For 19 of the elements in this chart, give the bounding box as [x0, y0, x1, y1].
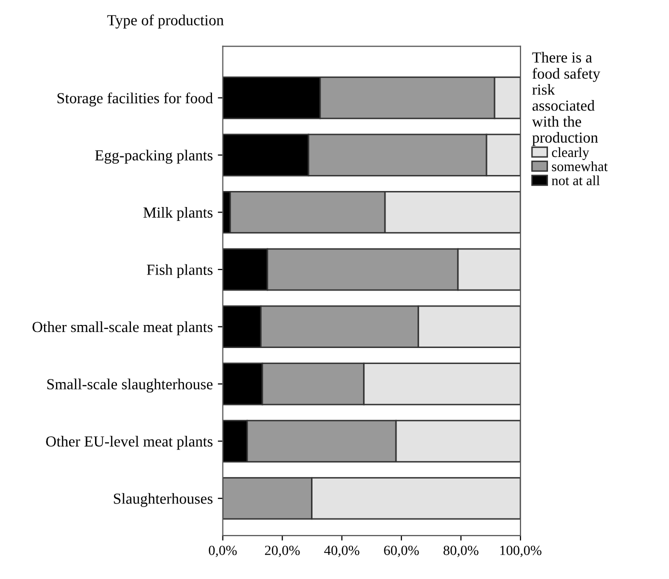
legend-label: somewhat — [552, 161, 608, 172]
x-tick-label: 40,0% — [324, 546, 360, 558]
legend-title: There is a food safety risk associated with the production — [532, 52, 600, 146]
y-tick-label: Storage facilities for food — [58, 92, 213, 106]
y-tick-label: Small-scale slaughterhouse — [47, 378, 213, 393]
legend-label: clearly — [552, 147, 590, 160]
x-tick-label: 20,0% — [264, 546, 300, 558]
y-axis-title: Type of production — [107, 14, 224, 29]
y-tick-label: Slaughterhouses — [114, 493, 212, 507]
y-tick-label: Fish plants — [146, 264, 212, 278]
y-tick-label: Milk plants — [143, 206, 212, 221]
y-tick-label: Egg-packing plants — [95, 150, 212, 164]
x-tick-label: 60,0% — [384, 546, 419, 558]
y-tick-label: Other EU-level meat plants — [46, 436, 212, 450]
y-tick-label: Other small-scale meat plants — [32, 321, 212, 336]
x-tick-label: 80,0% — [444, 546, 478, 558]
legend-label: not at all — [552, 175, 600, 186]
x-tick-label: 0,0% — [208, 546, 237, 558]
x-tick-label: 100,0% — [500, 546, 542, 558]
